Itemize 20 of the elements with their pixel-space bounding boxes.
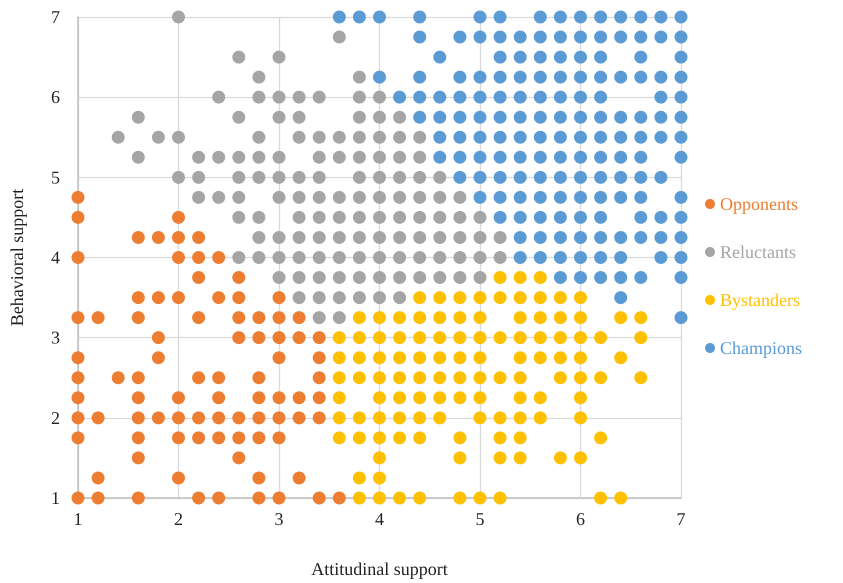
x-tick-label: 2 — [174, 509, 183, 529]
x-tick-label: 5 — [476, 509, 484, 529]
legend-label: Opponents — [720, 194, 798, 214]
x-tick-label: 6 — [576, 509, 585, 529]
x-tick-label: 7 — [676, 509, 686, 529]
y-tick-label: 1 — [51, 488, 60, 508]
y-tick-label: 5 — [51, 167, 60, 188]
legend-label: Reluctants — [720, 242, 796, 262]
x-axis-title: Attitudinal support — [311, 559, 448, 579]
y-tick-label: 6 — [51, 87, 60, 108]
y-tick-label: 7 — [51, 7, 60, 27]
legend-label: Bystanders — [720, 290, 800, 310]
y-tick-label: 2 — [51, 408, 60, 428]
y-tick-label: 3 — [51, 328, 60, 348]
y-axis-title: Behavioral support — [7, 188, 27, 326]
x-tick-label: 4 — [375, 509, 384, 529]
x-tick-label: 3 — [274, 509, 284, 529]
legend-label: Champions — [720, 338, 802, 358]
y-tick-label: 4 — [51, 248, 60, 268]
x-tick-label: 1 — [74, 509, 82, 529]
